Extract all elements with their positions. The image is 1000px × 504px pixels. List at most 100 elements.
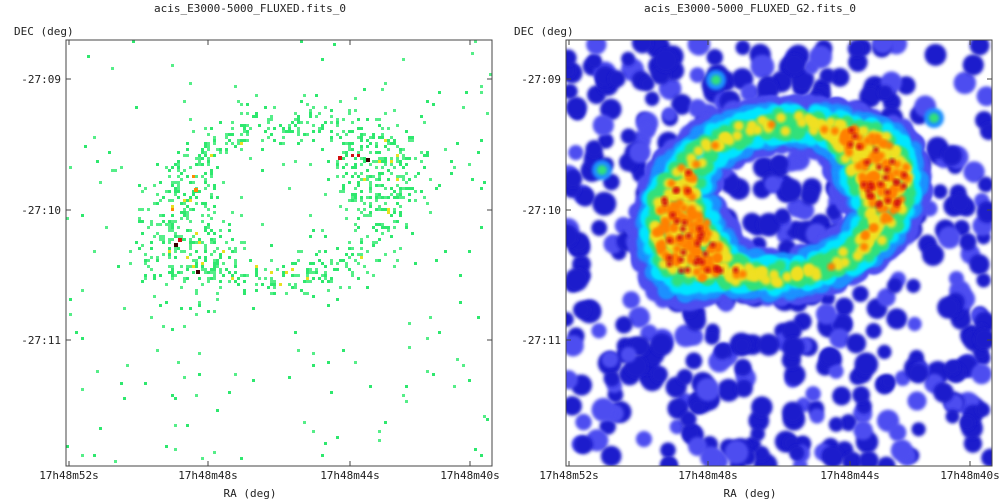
pixel (180, 307, 183, 310)
pixel (186, 214, 189, 217)
pixel (171, 229, 174, 232)
pixel (342, 151, 345, 154)
smoothed-layer (566, 40, 992, 466)
pixel (240, 133, 243, 136)
pixel (207, 157, 210, 160)
pixel (174, 181, 177, 184)
noise-blob (654, 48, 678, 72)
pixel (408, 187, 411, 190)
noise-blob (953, 71, 977, 95)
pixel (129, 250, 132, 253)
pixel (207, 271, 210, 274)
pixel (297, 127, 300, 130)
pixel (225, 142, 228, 145)
pixel (312, 124, 315, 127)
pixel (471, 52, 474, 55)
pixel (246, 274, 249, 277)
pixel (177, 166, 180, 169)
pixel (456, 358, 459, 361)
pixel (219, 235, 222, 238)
noise-blob (661, 107, 677, 122)
pixel (444, 148, 447, 151)
pixel (222, 262, 225, 265)
noise-blob (932, 184, 948, 199)
pixel (360, 196, 363, 199)
pixel (273, 139, 276, 142)
pixel (297, 121, 300, 124)
pixel (375, 160, 378, 163)
pixel (243, 130, 246, 133)
pixel (468, 250, 471, 253)
pixel (204, 154, 207, 157)
pixel (141, 190, 144, 193)
pixel (225, 151, 228, 154)
pixel (192, 235, 195, 238)
pixel (396, 124, 399, 127)
pixel (249, 127, 252, 130)
pixel (297, 349, 300, 352)
noise-blob (679, 410, 697, 428)
pixel (201, 241, 204, 244)
pixel (150, 223, 153, 226)
pixel (336, 268, 339, 271)
pixel (156, 256, 159, 259)
pixel (186, 142, 189, 145)
noise-blob (586, 40, 607, 55)
pixel (384, 202, 387, 205)
pixel (384, 226, 387, 229)
pixel (207, 226, 210, 229)
pixel (282, 136, 285, 139)
pixel (378, 259, 381, 262)
pixel (408, 178, 411, 181)
pixel (168, 253, 171, 256)
noise-blob (958, 232, 977, 251)
noise-blob (906, 278, 921, 293)
noise-blob (706, 49, 724, 66)
pixel (375, 193, 378, 196)
pixel (375, 118, 378, 121)
pixel (186, 175, 189, 178)
pixel (396, 196, 399, 199)
noise-blob (622, 291, 640, 309)
pixel (264, 106, 267, 109)
pixel (207, 310, 210, 313)
pixel (192, 175, 195, 178)
pixel (405, 163, 408, 166)
pixel (393, 250, 396, 253)
pixel (312, 430, 315, 433)
pixel (384, 253, 387, 256)
noise-blob (828, 363, 844, 379)
pixel (375, 196, 378, 199)
pixel (213, 277, 216, 280)
pixel (108, 151, 111, 154)
pixel (243, 289, 246, 292)
pixel (348, 112, 351, 115)
pixel (195, 262, 198, 265)
pixel (369, 385, 372, 388)
y-tick-label: -27:09 (21, 73, 61, 86)
pixel (144, 253, 147, 256)
noise-blob (963, 161, 985, 183)
pixel (408, 136, 411, 139)
pixel (240, 139, 243, 142)
pixel (306, 271, 309, 274)
pixel (174, 193, 177, 196)
pixel (183, 280, 186, 283)
pixel (240, 241, 243, 244)
pixel (192, 271, 195, 274)
pixel (336, 163, 339, 166)
pixel (309, 109, 312, 112)
pixel (168, 271, 171, 274)
noise-blob (568, 145, 584, 161)
pixel (354, 229, 357, 232)
pixel (348, 241, 351, 244)
noise-blob (620, 128, 637, 145)
pixel (288, 187, 291, 190)
pixel (369, 181, 372, 184)
pixel (345, 253, 348, 256)
pixel (318, 127, 321, 130)
pixel (243, 247, 246, 250)
pixel (399, 190, 402, 193)
noise-blob (687, 40, 711, 56)
pixel (288, 124, 291, 127)
